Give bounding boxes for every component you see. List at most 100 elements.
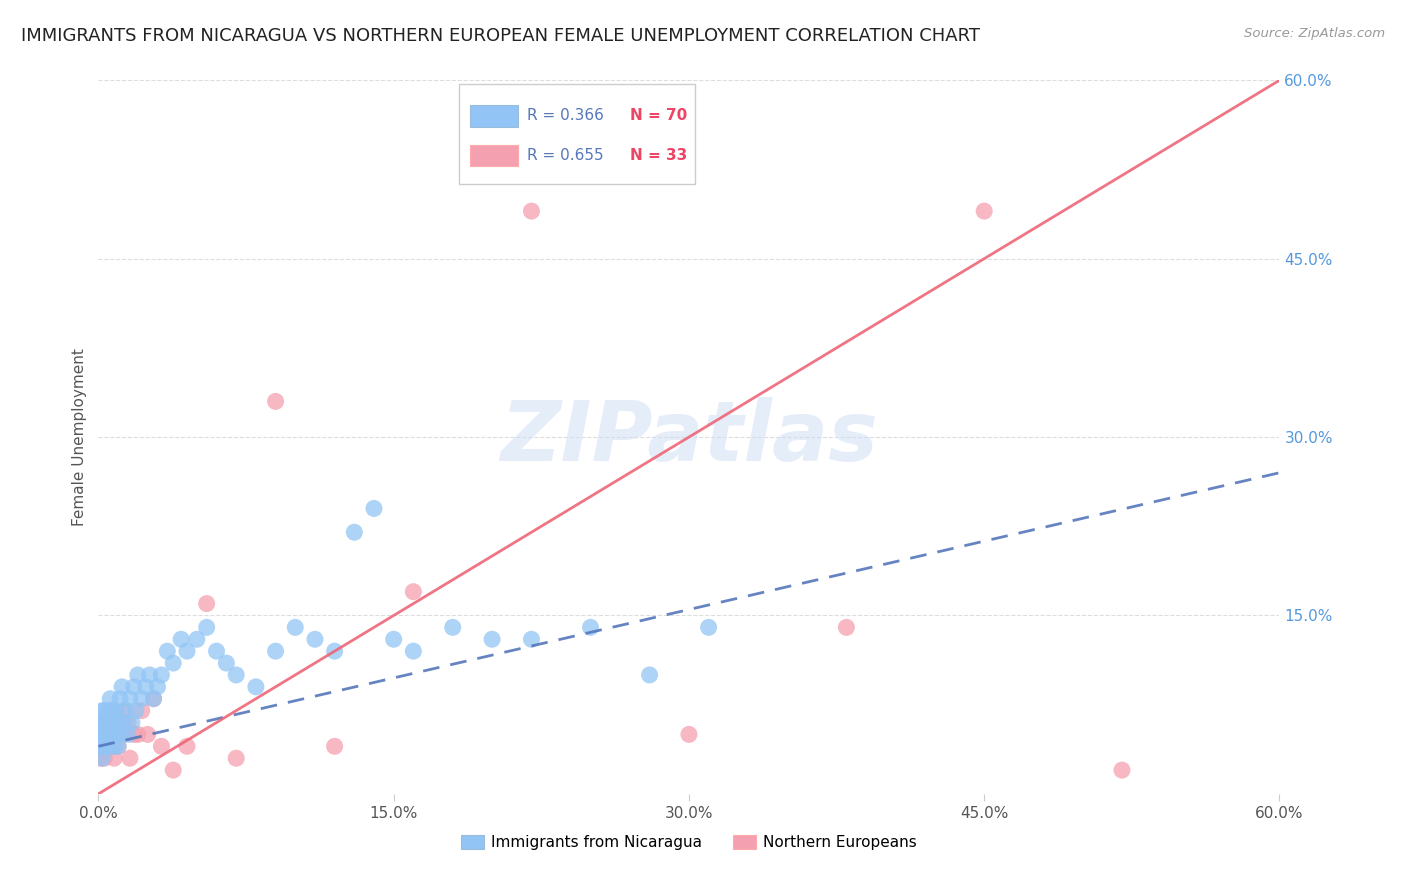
Point bbox=[156, 644, 179, 658]
Point bbox=[697, 620, 720, 634]
Point bbox=[98, 739, 121, 754]
Point bbox=[150, 739, 173, 754]
Point bbox=[638, 668, 661, 682]
Point bbox=[205, 644, 228, 658]
Point bbox=[117, 727, 139, 741]
Text: R = 0.366: R = 0.366 bbox=[527, 109, 605, 123]
Point bbox=[111, 727, 134, 741]
Point bbox=[323, 739, 346, 754]
Point bbox=[91, 727, 114, 741]
Point bbox=[89, 727, 111, 741]
Point bbox=[125, 704, 148, 718]
Point bbox=[142, 691, 165, 706]
Point bbox=[112, 715, 135, 730]
Point bbox=[402, 644, 425, 658]
Point bbox=[118, 751, 141, 765]
Point bbox=[93, 751, 115, 765]
Point bbox=[97, 739, 120, 754]
Point bbox=[520, 204, 543, 219]
Point bbox=[103, 739, 125, 754]
Point bbox=[150, 668, 173, 682]
Point bbox=[122, 727, 145, 741]
Point bbox=[441, 620, 464, 634]
Legend: Immigrants from Nicaragua, Northern Europeans: Immigrants from Nicaragua, Northern Euro… bbox=[453, 827, 925, 857]
Text: N = 70: N = 70 bbox=[630, 109, 688, 123]
Point bbox=[162, 656, 184, 670]
Point bbox=[103, 715, 125, 730]
Point bbox=[579, 620, 602, 634]
Point bbox=[304, 632, 326, 647]
Point bbox=[93, 727, 115, 741]
Point bbox=[89, 715, 111, 730]
Point bbox=[111, 680, 134, 694]
Point bbox=[111, 727, 134, 741]
Point bbox=[215, 656, 238, 670]
Point bbox=[105, 727, 128, 741]
Point bbox=[91, 739, 114, 754]
Point bbox=[520, 632, 543, 647]
Point bbox=[118, 691, 141, 706]
Point bbox=[176, 644, 198, 658]
Point bbox=[101, 739, 124, 754]
Point bbox=[170, 632, 193, 647]
Point bbox=[101, 727, 124, 741]
Point bbox=[93, 704, 115, 718]
Point bbox=[105, 704, 128, 718]
Point bbox=[96, 739, 118, 754]
Text: ZIPatlas: ZIPatlas bbox=[501, 397, 877, 477]
FancyBboxPatch shape bbox=[458, 84, 695, 184]
Text: N = 33: N = 33 bbox=[630, 148, 688, 162]
Point bbox=[107, 739, 129, 754]
Point bbox=[107, 739, 129, 754]
Point bbox=[678, 727, 700, 741]
Point bbox=[115, 704, 138, 718]
Point bbox=[96, 727, 118, 741]
Point bbox=[186, 632, 208, 647]
Y-axis label: Female Unemployment: Female Unemployment bbox=[72, 348, 87, 526]
Point bbox=[127, 727, 149, 741]
Point bbox=[91, 704, 114, 718]
Point bbox=[343, 525, 366, 540]
Point bbox=[135, 680, 157, 694]
Point bbox=[245, 680, 267, 694]
FancyBboxPatch shape bbox=[471, 145, 517, 166]
Point bbox=[264, 644, 287, 658]
Point bbox=[195, 597, 218, 611]
FancyBboxPatch shape bbox=[471, 105, 517, 127]
Point bbox=[97, 739, 120, 754]
Point bbox=[97, 727, 120, 741]
Point bbox=[91, 751, 114, 765]
Text: IMMIGRANTS FROM NICARAGUA VS NORTHERN EUROPEAN FEMALE UNEMPLOYMENT CORRELATION C: IMMIGRANTS FROM NICARAGUA VS NORTHERN EU… bbox=[21, 27, 980, 45]
Point bbox=[89, 751, 111, 765]
Point bbox=[363, 501, 385, 516]
Point bbox=[103, 727, 125, 741]
Point bbox=[131, 691, 153, 706]
Point bbox=[108, 715, 131, 730]
Point bbox=[96, 727, 118, 741]
Point bbox=[264, 394, 287, 409]
Point bbox=[105, 727, 128, 741]
Point bbox=[91, 715, 114, 730]
Point bbox=[973, 204, 995, 219]
Point bbox=[98, 691, 121, 706]
Point bbox=[284, 620, 307, 634]
Point bbox=[402, 584, 425, 599]
Point bbox=[481, 632, 503, 647]
Point bbox=[176, 739, 198, 754]
Point bbox=[117, 715, 139, 730]
Point bbox=[195, 620, 218, 634]
Point bbox=[382, 632, 405, 647]
Point bbox=[162, 763, 184, 777]
Point bbox=[107, 715, 129, 730]
Text: R = 0.655: R = 0.655 bbox=[527, 148, 603, 162]
Point bbox=[225, 668, 247, 682]
Point bbox=[138, 668, 160, 682]
Text: Source: ZipAtlas.com: Source: ZipAtlas.com bbox=[1244, 27, 1385, 40]
Point bbox=[108, 691, 131, 706]
Point bbox=[101, 704, 124, 718]
Point bbox=[97, 704, 120, 718]
Point bbox=[93, 739, 115, 754]
Point bbox=[122, 680, 145, 694]
Point bbox=[1111, 763, 1133, 777]
Point bbox=[131, 704, 153, 718]
